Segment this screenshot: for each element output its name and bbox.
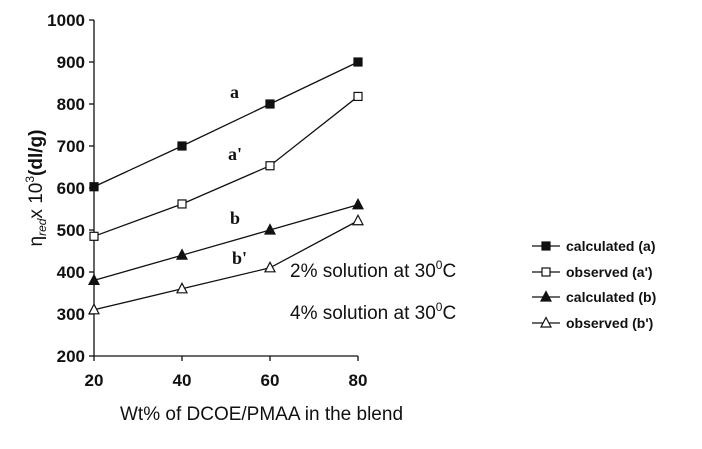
data-point-3-0 <box>88 303 100 315</box>
series-line-2 <box>93 204 359 282</box>
x-tick-label: 80 <box>349 371 368 390</box>
legend-item-1: observed (a') <box>566 264 653 280</box>
data-point-2-1 <box>176 248 188 260</box>
y-ticks: 200 300 400 500 600 700 800 900 1000 <box>47 11 94 366</box>
x-axis-title: Wt% of DCOE/PMAA in the blend <box>120 404 403 425</box>
data-point-1-1 <box>177 199 187 209</box>
data-point-3-2 <box>264 261 276 273</box>
y-tick-label: 300 <box>57 305 85 324</box>
y-tick-label: 1000 <box>47 11 85 30</box>
series-lines <box>93 61 359 311</box>
x-ticks: 20 40 60 80 <box>85 356 368 390</box>
legend-item-3: observed (b') <box>566 315 653 331</box>
series-line-1 <box>93 95 359 237</box>
y-tick-label: 800 <box>57 95 85 114</box>
y-tick-label: 700 <box>57 137 85 156</box>
y-tick-label: 600 <box>57 179 85 198</box>
series-markers <box>88 57 364 315</box>
data-point-2-3 <box>352 198 364 210</box>
data-point-2-0 <box>88 273 100 285</box>
data-point-0-2 <box>265 99 275 109</box>
data-point-3-3 <box>352 213 364 226</box>
series-label-1: a' <box>228 144 242 164</box>
y-tick-label: 900 <box>57 53 85 72</box>
y-axis-title: ηredx 103(dl/g) <box>23 130 49 247</box>
annotation-4pct: 4% solution at 300C <box>290 300 456 324</box>
legend: calculated (a) observed (a') calculated (b… <box>532 238 656 331</box>
series-line-3 <box>93 220 359 311</box>
legend-marker-0 <box>541 241 551 251</box>
y-tick-label: 200 <box>57 347 85 366</box>
series-label-3: b' <box>232 248 247 268</box>
series-labels: a a' b b' <box>228 82 247 268</box>
legend-marker-3 <box>540 316 552 328</box>
legend-item-2: calculated (b) <box>566 289 656 305</box>
y-tick-label: 400 <box>57 263 85 282</box>
data-point-2-2 <box>264 223 276 235</box>
x-tick-label: 20 <box>85 371 104 390</box>
data-point-1-3 <box>353 91 363 102</box>
series-label-2: b <box>230 208 240 228</box>
x-tick-label: 40 <box>173 371 192 390</box>
data-point-0-3 <box>353 57 363 67</box>
legend-item-0: calculated (a) <box>566 238 655 254</box>
series-line-0 <box>93 61 359 188</box>
data-point-1-2 <box>265 161 275 171</box>
data-point-3-1 <box>176 282 188 294</box>
data-point-1-0 <box>89 231 99 241</box>
data-point-0-0 <box>89 182 99 192</box>
legend-marker-2 <box>540 290 552 302</box>
series-label-0: a <box>230 82 239 102</box>
x-tick-label: 60 <box>261 371 280 390</box>
annotation-2pct: 2% solution at 300C <box>290 258 456 282</box>
data-point-0-1 <box>177 141 187 151</box>
legend-marker-1 <box>541 267 551 277</box>
y-tick-label: 500 <box>57 221 85 240</box>
